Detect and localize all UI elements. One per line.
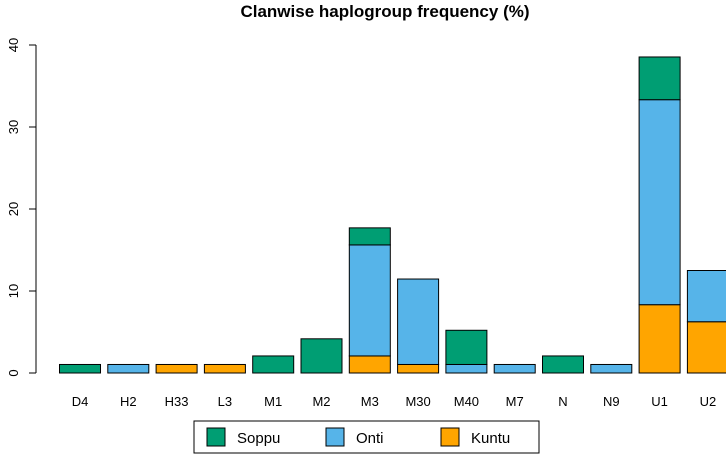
y-tick-label: 0 xyxy=(6,369,21,376)
legend-label-kuntu: Kuntu xyxy=(471,430,510,447)
legend: Soppu Onti Kuntu xyxy=(193,420,540,454)
chart-title: Clanwise haplogroup frequency (%) xyxy=(240,2,529,21)
x-axis-labels: D4 H2 H33 L3 M1 M2 M3 M30 M40 M7 N N9 U1 U2 xyxy=(72,394,717,409)
x-tick-label: N9 xyxy=(603,394,620,409)
bar-segment-onti-m7 xyxy=(493,363,536,374)
bar-segment-kuntu-l3 xyxy=(203,363,246,374)
y-axis: 0 10 20 30 40 xyxy=(6,38,37,377)
bar-segment-onti-n9 xyxy=(590,363,633,374)
bar-segment-onti-m30 xyxy=(397,278,440,365)
bars-group xyxy=(59,56,726,374)
x-tick-label: M1 xyxy=(264,394,282,409)
bar-segment-onti-h2 xyxy=(107,363,150,374)
legend-swatch-kuntu xyxy=(440,427,460,447)
bar-segment-kuntu-u1 xyxy=(638,304,681,374)
x-tick-label: N xyxy=(558,394,567,409)
bar-segment-kuntu-h33 xyxy=(155,363,198,374)
bar-segment-onti-m3 xyxy=(348,244,391,357)
x-tick-label: D4 xyxy=(72,394,89,409)
x-tick-label: U1 xyxy=(651,394,668,409)
bar-segment-kuntu-m30 xyxy=(397,363,440,374)
x-tick-label: H2 xyxy=(120,394,137,409)
bar-segment-onti-u1 xyxy=(638,99,681,306)
legend-label-soppu: Soppu xyxy=(237,430,280,447)
bar-segment-soppu-u1 xyxy=(638,56,681,101)
bar-segment-soppu-m2 xyxy=(300,338,343,374)
y-tick-label: 20 xyxy=(6,202,21,216)
x-tick-label: L3 xyxy=(218,394,232,409)
bar-segment-soppu-m1 xyxy=(252,355,295,374)
x-tick-label: M30 xyxy=(405,394,430,409)
bar-segment-soppu-n xyxy=(542,355,584,374)
x-tick-label: M40 xyxy=(454,394,479,409)
x-tick-label: H33 xyxy=(165,394,189,409)
x-tick-label: M7 xyxy=(506,394,524,409)
legend-box xyxy=(193,420,540,454)
bar-segment-soppu-m40 xyxy=(445,329,488,365)
bar-segment-kuntu-m3 xyxy=(348,355,391,374)
bar-segment-onti-m40 xyxy=(445,363,488,374)
bar-segment-soppu-m3 xyxy=(348,227,391,246)
bar-segment-kuntu-u2 xyxy=(686,321,726,374)
y-tick-label: 30 xyxy=(6,120,21,134)
y-tick-label: 40 xyxy=(6,38,21,52)
bar-segment-onti-u2 xyxy=(686,270,726,323)
legend-swatch-soppu xyxy=(206,427,226,447)
legend-swatch-onti xyxy=(325,427,345,447)
y-tick-label: 10 xyxy=(6,284,21,298)
x-tick-label: M2 xyxy=(312,394,330,409)
x-tick-label: M3 xyxy=(361,394,379,409)
bar-segment-soppu-d4 xyxy=(59,363,101,374)
legend-label-onti: Onti xyxy=(356,430,384,447)
x-tick-label: U2 xyxy=(700,394,717,409)
